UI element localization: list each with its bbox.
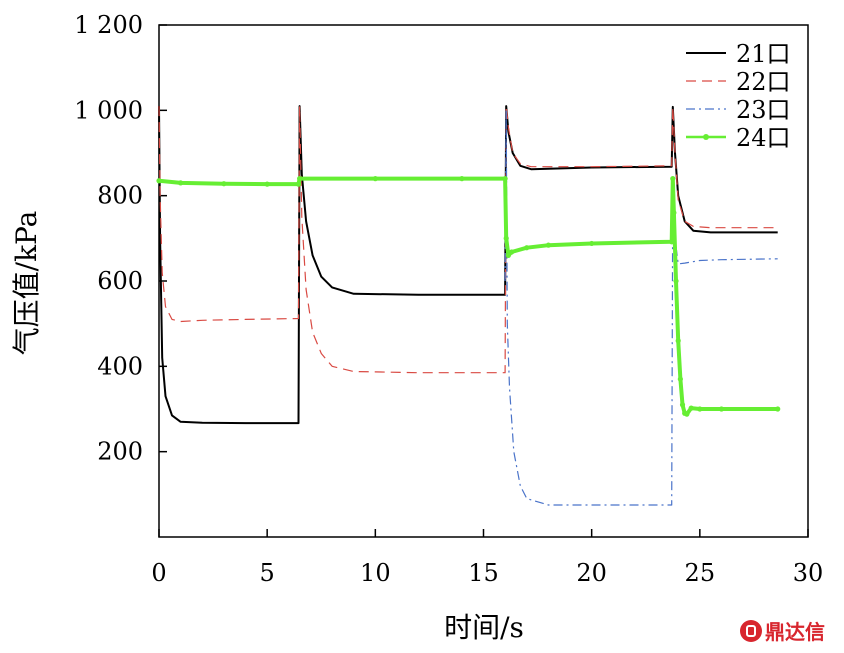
- series-point: [589, 240, 595, 247]
- series-point: [503, 235, 509, 241]
- x-tick-label: 30: [793, 559, 824, 587]
- series-point: [509, 249, 515, 255]
- series-point: [673, 278, 679, 284]
- series-point: [671, 210, 677, 216]
- x-tick-label: 5: [260, 559, 275, 587]
- y-axis: 200 400 600 800 1 000 1 200: [74, 11, 167, 466]
- x-tick-label: 25: [685, 559, 716, 587]
- series-point: [178, 180, 184, 186]
- y-axis-title: 气压值/kPa: [10, 211, 43, 356]
- series-point: [505, 252, 511, 258]
- watermark-logo-icon: [740, 619, 762, 642]
- series-group: [156, 105, 781, 506]
- series-line-4: [158, 176, 778, 417]
- x-tick-label: 0: [151, 559, 166, 587]
- y-tick-label: 1 000: [74, 96, 143, 124]
- x-tick-label: 20: [576, 559, 607, 587]
- legend-label: 21口: [736, 40, 791, 68]
- x-tick-label: 10: [360, 559, 391, 587]
- series-point: [297, 176, 303, 182]
- y-tick-label: 400: [97, 352, 143, 380]
- y-tick-label: 600: [97, 267, 143, 295]
- series-line-3: [504, 109, 778, 506]
- watermark-text: 鼎达信: [765, 620, 825, 644]
- series-point: [524, 245, 530, 251]
- x-axis-title: 时间/s: [444, 611, 524, 644]
- series-point: [675, 338, 681, 344]
- watermark: 鼎达信: [740, 616, 825, 645]
- series-point: [669, 239, 675, 245]
- series-point: [775, 406, 781, 412]
- series-point: [545, 242, 552, 248]
- series-line-2: [158, 105, 778, 374]
- series-point: [372, 176, 378, 182]
- series-point: [688, 405, 694, 411]
- legend-marker: [703, 134, 709, 140]
- legend-label: 22口: [736, 68, 791, 96]
- y-tick-label: 200: [97, 438, 143, 466]
- series-point: [697, 406, 703, 412]
- series-point: [684, 411, 690, 417]
- series-line-1: [158, 105, 778, 425]
- series-point: [221, 181, 227, 187]
- series-point: [295, 181, 302, 187]
- plot-frame: [158, 24, 809, 538]
- y-tick-label: 800: [97, 182, 143, 210]
- y-tick-label: 1 200: [74, 11, 143, 39]
- series-point: [502, 176, 508, 182]
- series-point: [156, 178, 162, 184]
- series-point: [264, 181, 270, 187]
- x-axis: 0 5 10 15 20 25 30: [151, 529, 823, 587]
- x-tick-label: 15: [468, 559, 499, 587]
- series-point: [459, 176, 465, 182]
- series-point: [677, 376, 683, 382]
- series-point: [679, 402, 686, 408]
- series-point: [718, 406, 725, 412]
- legend-label: 23口: [736, 96, 791, 124]
- legend-label: 24口: [736, 124, 791, 152]
- series-point: [670, 176, 676, 182]
